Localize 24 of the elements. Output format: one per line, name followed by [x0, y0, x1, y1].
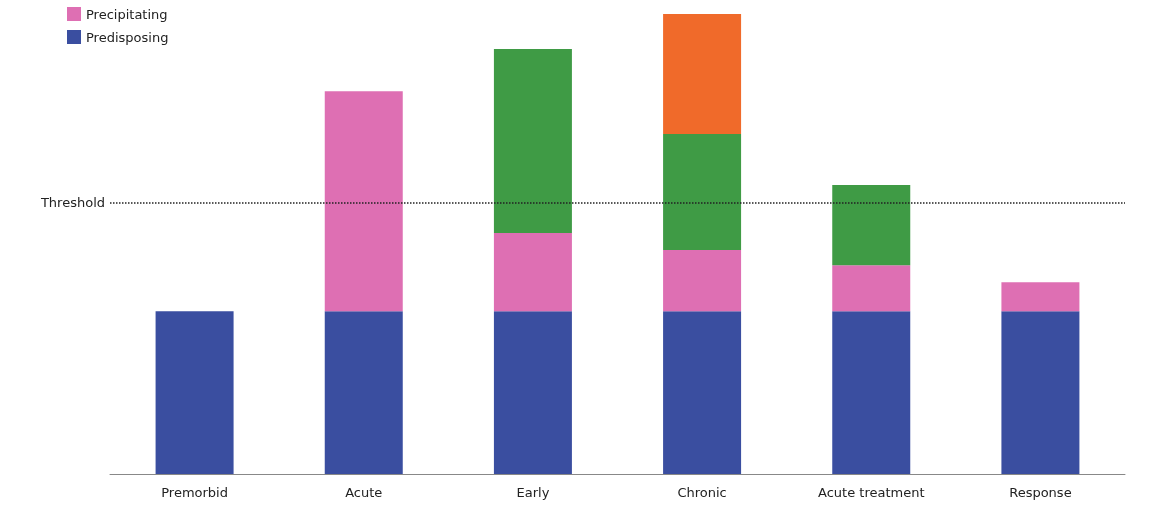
x-tick-label: Acute treatment [818, 485, 925, 500]
bar [663, 311, 742, 474]
bar [324, 91, 403, 312]
legend-label: Precipitating [86, 6, 168, 22]
bar [1001, 282, 1080, 312]
bar [663, 14, 742, 135]
bar [832, 311, 911, 474]
bar [832, 265, 911, 312]
ref-line-label: Threshold [39, 195, 105, 211]
x-tick-label: Acute [345, 485, 383, 500]
x-tick-label: Chronic [677, 485, 727, 500]
bar [1001, 311, 1080, 474]
x-tick-label: Premorbid [161, 485, 228, 500]
bar [493, 48, 572, 233]
bar [324, 311, 403, 474]
bar [493, 311, 572, 474]
x-tick-label: Early [516, 485, 550, 500]
bar [663, 249, 742, 312]
bar [832, 185, 911, 266]
bar [155, 311, 234, 474]
bar [493, 232, 572, 312]
bar [663, 134, 742, 250]
legend-label: Predisposing [86, 29, 169, 45]
x-tick-label: Response [1009, 485, 1072, 500]
